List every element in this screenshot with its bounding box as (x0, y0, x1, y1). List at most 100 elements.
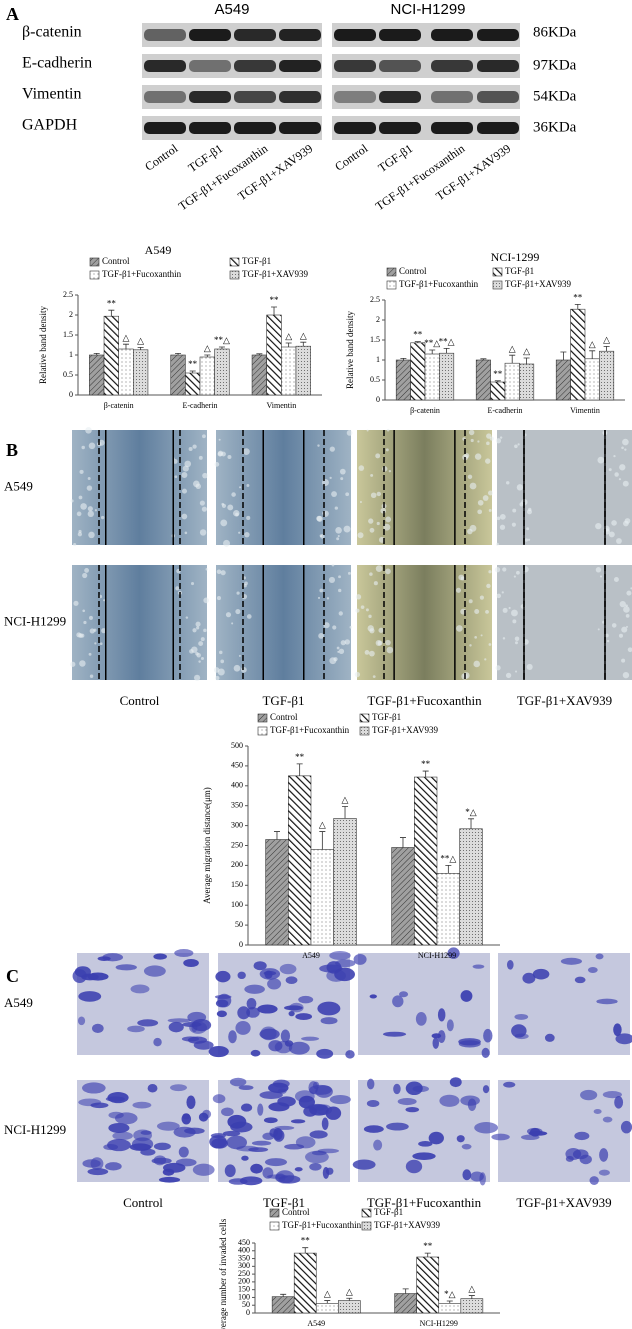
y-tick-label: 1 (376, 355, 380, 364)
y-axis-label: Relative band density (345, 311, 355, 389)
cell (227, 454, 232, 460)
column-label: TGF-β1+Fucoxanthin (367, 1195, 482, 1210)
cell (298, 995, 314, 1004)
cell (174, 475, 178, 479)
cell (370, 492, 377, 499)
blot-band (379, 91, 421, 103)
cell (284, 1005, 303, 1011)
protein-label: β-catenin (22, 24, 82, 41)
y-tick-label: 1.5 (63, 330, 73, 339)
cell (405, 1106, 420, 1113)
cell (412, 1085, 429, 1093)
cell (469, 644, 472, 647)
cell (625, 604, 628, 607)
cell (334, 967, 355, 982)
cell (325, 1167, 334, 1175)
cell (99, 642, 103, 646)
cell (345, 1050, 355, 1059)
cell (333, 657, 338, 662)
cell (385, 448, 389, 452)
x-tick-label: Vimentin (266, 401, 296, 410)
cell (354, 671, 361, 678)
cell (216, 596, 221, 601)
blot-band (189, 91, 231, 103)
cell (323, 622, 330, 629)
cell (526, 527, 530, 531)
cell (385, 639, 391, 646)
error-bar (446, 1300, 453, 1304)
legend-label: TGF-β1+XAV939 (505, 279, 571, 289)
cell (363, 1125, 384, 1133)
cell (496, 516, 501, 521)
cell (214, 994, 232, 999)
lane-label: Control (142, 141, 181, 174)
cell (595, 522, 602, 530)
significance-marker: **△ (439, 336, 455, 346)
error-bar (204, 354, 211, 357)
legend-label: TGF-β1 (242, 256, 271, 266)
cell (336, 537, 340, 541)
x-tick-label: E-cadherin (182, 401, 217, 410)
cell (263, 1117, 278, 1124)
cell (195, 483, 201, 489)
cell (233, 664, 241, 672)
legend-swatch-pattern (258, 727, 267, 735)
y-tick-label: 0 (239, 940, 243, 949)
cell (317, 444, 320, 447)
cell (512, 619, 517, 624)
y-tick-label: 250 (231, 840, 243, 849)
cell (216, 1010, 227, 1018)
cell (511, 522, 516, 527)
cell (328, 576, 336, 584)
cell (580, 1089, 598, 1101)
y-tick-label: 2.5 (63, 290, 73, 299)
cell (373, 1139, 383, 1151)
cell (613, 577, 619, 582)
cell (626, 625, 629, 628)
cell (385, 516, 392, 523)
row-label: NCI-H1299 (4, 1122, 66, 1137)
y-tick-label: 200 (238, 1277, 250, 1286)
blot-band (144, 60, 186, 72)
cell (167, 1018, 191, 1023)
lane-label: TGF-β1 (376, 141, 416, 175)
cell (103, 599, 106, 602)
cell (181, 1113, 192, 1125)
legend-swatch-pattern (362, 1222, 371, 1230)
bar-pattern (200, 357, 215, 395)
cell (290, 1119, 306, 1124)
cell (544, 1033, 555, 1042)
cell (321, 1117, 329, 1130)
cell (91, 1023, 104, 1034)
y-tick-label: 150 (238, 1284, 250, 1293)
cell (399, 991, 409, 998)
cell (192, 628, 197, 633)
cell (437, 1008, 446, 1022)
cell (70, 499, 74, 503)
cell (499, 513, 506, 520)
cell (200, 657, 204, 661)
cell (78, 529, 82, 534)
error-bar (324, 1300, 331, 1304)
cell (514, 641, 518, 645)
cell (608, 468, 612, 472)
cell (239, 1176, 263, 1186)
cell (174, 949, 194, 958)
cell (524, 538, 529, 542)
x-tick-label: NCI-H1299 (420, 1319, 458, 1328)
cell (170, 1084, 188, 1092)
bar-pattern (438, 1303, 461, 1313)
cell (168, 1021, 184, 1033)
cell (369, 994, 377, 999)
cell (196, 626, 200, 630)
cell (502, 607, 508, 613)
cell (329, 476, 332, 480)
y-tick-label: 0.5 (63, 370, 73, 379)
cell (574, 1131, 590, 1141)
cell (147, 1084, 158, 1093)
significance-marker: ** (295, 752, 305, 762)
cell (73, 543, 77, 547)
error-bar (468, 1295, 475, 1299)
cell (502, 567, 507, 572)
cell (112, 1131, 133, 1141)
